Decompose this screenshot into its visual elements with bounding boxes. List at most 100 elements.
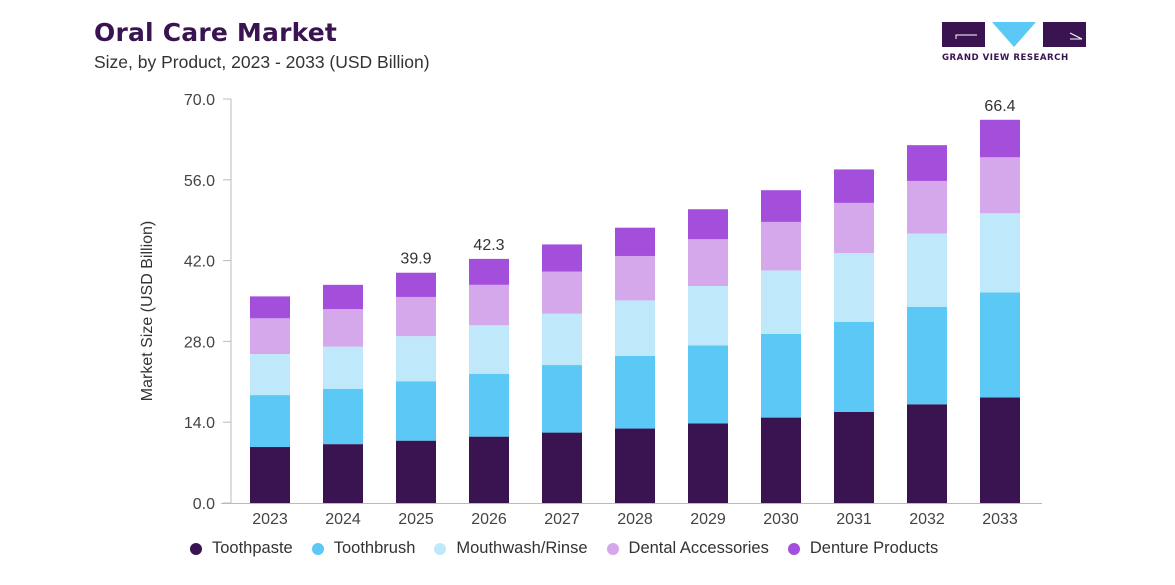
x-tick-label: 2030 (763, 511, 799, 528)
bar-segment-dental-accessories-2029 (688, 239, 728, 286)
logo-block-r (1043, 22, 1086, 47)
bar-segment-mouthwash-rinse-2033 (980, 213, 1020, 293)
bar-segment-denture-products-2030 (761, 190, 801, 222)
bar-segment-dental-accessories-2023 (250, 318, 290, 355)
bar-segment-denture-products-2033 (980, 119, 1020, 158)
y-tick-label: 42.0 (184, 254, 215, 271)
bar-segment-mouthwash-rinse-2023 (250, 354, 290, 396)
bar-segment-denture-products-2023 (250, 296, 290, 319)
bar-segment-toothbrush-2024 (323, 388, 363, 445)
x-tick-label: 2033 (982, 511, 1018, 528)
legend-label: Toothbrush (333, 539, 416, 557)
legend-label: Dental Accessories (628, 539, 769, 557)
bar-segment-toothpaste-2033 (980, 397, 1020, 503)
bar-segment-dental-accessories-2030 (761, 221, 801, 271)
bar-segment-dental-accessories-2032 (907, 180, 947, 234)
x-tick-label: 2031 (836, 511, 872, 528)
data-label-total-2026: 42.3 (473, 237, 504, 254)
y-tick-label: 28.0 (184, 334, 215, 351)
legend-item: Denture Products (787, 539, 939, 558)
logo-g-stroke (955, 34, 977, 39)
bar-segment-mouthwash-rinse-2024 (323, 346, 363, 389)
bar-segment-toothpaste-2031 (834, 411, 874, 503)
bar-segment-toothbrush-2029 (688, 345, 728, 424)
bar-segment-toothpaste-2028 (615, 428, 655, 503)
x-tick-label: 2023 (252, 511, 288, 528)
bar-segment-mouthwash-rinse-2026 (469, 325, 509, 374)
y-tick-label: 14.0 (184, 415, 215, 432)
bar-segment-toothpaste-2032 (907, 404, 947, 503)
bar-segment-dental-accessories-2033 (980, 157, 1020, 214)
legend-item: Toothpaste (190, 539, 293, 558)
bar-segment-denture-products-2029 (688, 209, 728, 240)
bar-segment-dental-accessories-2026 (469, 284, 509, 326)
x-tick-label: 2027 (544, 511, 580, 528)
bar-segment-toothbrush-2023 (250, 395, 290, 448)
bar-segment-mouthwash-rinse-2032 (907, 233, 947, 307)
legend-label: Denture Products (809, 539, 939, 557)
bar-segment-toothpaste-2026 (469, 436, 509, 503)
bar-segment-dental-accessories-2024 (323, 309, 363, 347)
data-label-total-2025: 39.9 (400, 251, 431, 268)
bar-segment-toothpaste-2027 (542, 432, 582, 503)
legend-dot-icon (190, 542, 202, 555)
legend-dot-icon (787, 542, 800, 555)
axes: 0.0 14.0 28.0 42.0 56.0 70.0 Market Size (USD … (139, 92, 1042, 513)
x-tick-label: 2032 (909, 511, 945, 528)
x-tick-label: 2028 (617, 511, 653, 528)
bar-segment-denture-products-2031 (834, 169, 874, 203)
bar-segment-toothpaste-2029 (688, 423, 728, 503)
logo-r-stroke (1069, 32, 1083, 40)
bar-segment-toothpaste-2025 (396, 440, 436, 503)
bar-segment-mouthwash-rinse-2027 (542, 313, 582, 366)
bar-segment-denture-products-2032 (907, 145, 947, 181)
grand-view-research-logo-icon (942, 22, 1086, 47)
bar-segment-dental-accessories-2025 (396, 296, 436, 337)
bar-segment-toothpaste-2023 (250, 447, 290, 503)
bar-segment-toothbrush-2032 (907, 306, 947, 405)
bar-segment-toothbrush-2031 (834, 321, 874, 412)
logo-text: GRAND VIEW RESEARCH (942, 53, 1069, 63)
logo-triangle-v (992, 22, 1036, 47)
y-tick-label: 56.0 (184, 173, 215, 190)
chart-subtitle: Size, by Product, 2023 - 2033 (USD Billi… (94, 52, 430, 72)
x-tick-label: 2025 (398, 511, 434, 528)
bar-segment-toothbrush-2025 (396, 381, 436, 441)
y-axis-label: Market Size (USD Billion) (139, 221, 156, 401)
x-tick-label: 2024 (325, 511, 361, 528)
bar-segment-mouthwash-rinse-2028 (615, 300, 655, 356)
bar-segment-mouthwash-rinse-2030 (761, 270, 801, 334)
bar-segment-mouthwash-rinse-2025 (396, 336, 436, 382)
legend-dot-icon (606, 542, 619, 555)
bar-segment-dental-accessories-2027 (542, 271, 582, 314)
labels: 2023 2024 2025 2026 2027 2028 2029 2030 2031 2032… (252, 98, 1018, 528)
legend-label: Mouthwash/Rinse (456, 539, 588, 557)
bar-segment-toothpaste-2024 (323, 444, 363, 503)
legend-item: Toothbrush (311, 539, 416, 558)
bar-segment-mouthwash-rinse-2031 (834, 253, 874, 322)
bar-segment-denture-products-2025 (396, 272, 436, 297)
bar-segment-mouthwash-rinse-2029 (688, 285, 728, 346)
bar-segment-toothbrush-2026 (469, 373, 509, 437)
bar-segment-dental-accessories-2031 (834, 202, 874, 254)
bar-segment-toothbrush-2027 (542, 365, 582, 433)
y-tick-label: 70.0 (184, 92, 215, 109)
legend-dot-icon (311, 542, 324, 555)
bar-segment-denture-products-2026 (469, 258, 509, 285)
bars (250, 119, 1020, 503)
x-tick-label: 2029 (690, 511, 726, 528)
legend-item: Mouthwash/Rinse (434, 539, 588, 558)
legend: Toothpaste Toothbrush Mouthwash/Rinse Denta… (190, 539, 957, 558)
legend-item: Dental Accessories (606, 539, 769, 558)
bar-segment-denture-products-2027 (542, 244, 582, 272)
bar-segment-denture-products-2028 (615, 227, 655, 256)
bar-segment-dental-accessories-2028 (615, 255, 655, 301)
y-tick-label: 0.0 (193, 496, 215, 513)
x-tick-label: 2026 (471, 511, 507, 528)
legend-dot-icon (434, 542, 447, 555)
bar-segment-toothbrush-2030 (761, 333, 801, 418)
bar-segment-toothbrush-2033 (980, 292, 1020, 398)
chart-title: Oral Care Market (94, 18, 338, 47)
bar-segment-denture-products-2024 (323, 284, 363, 310)
